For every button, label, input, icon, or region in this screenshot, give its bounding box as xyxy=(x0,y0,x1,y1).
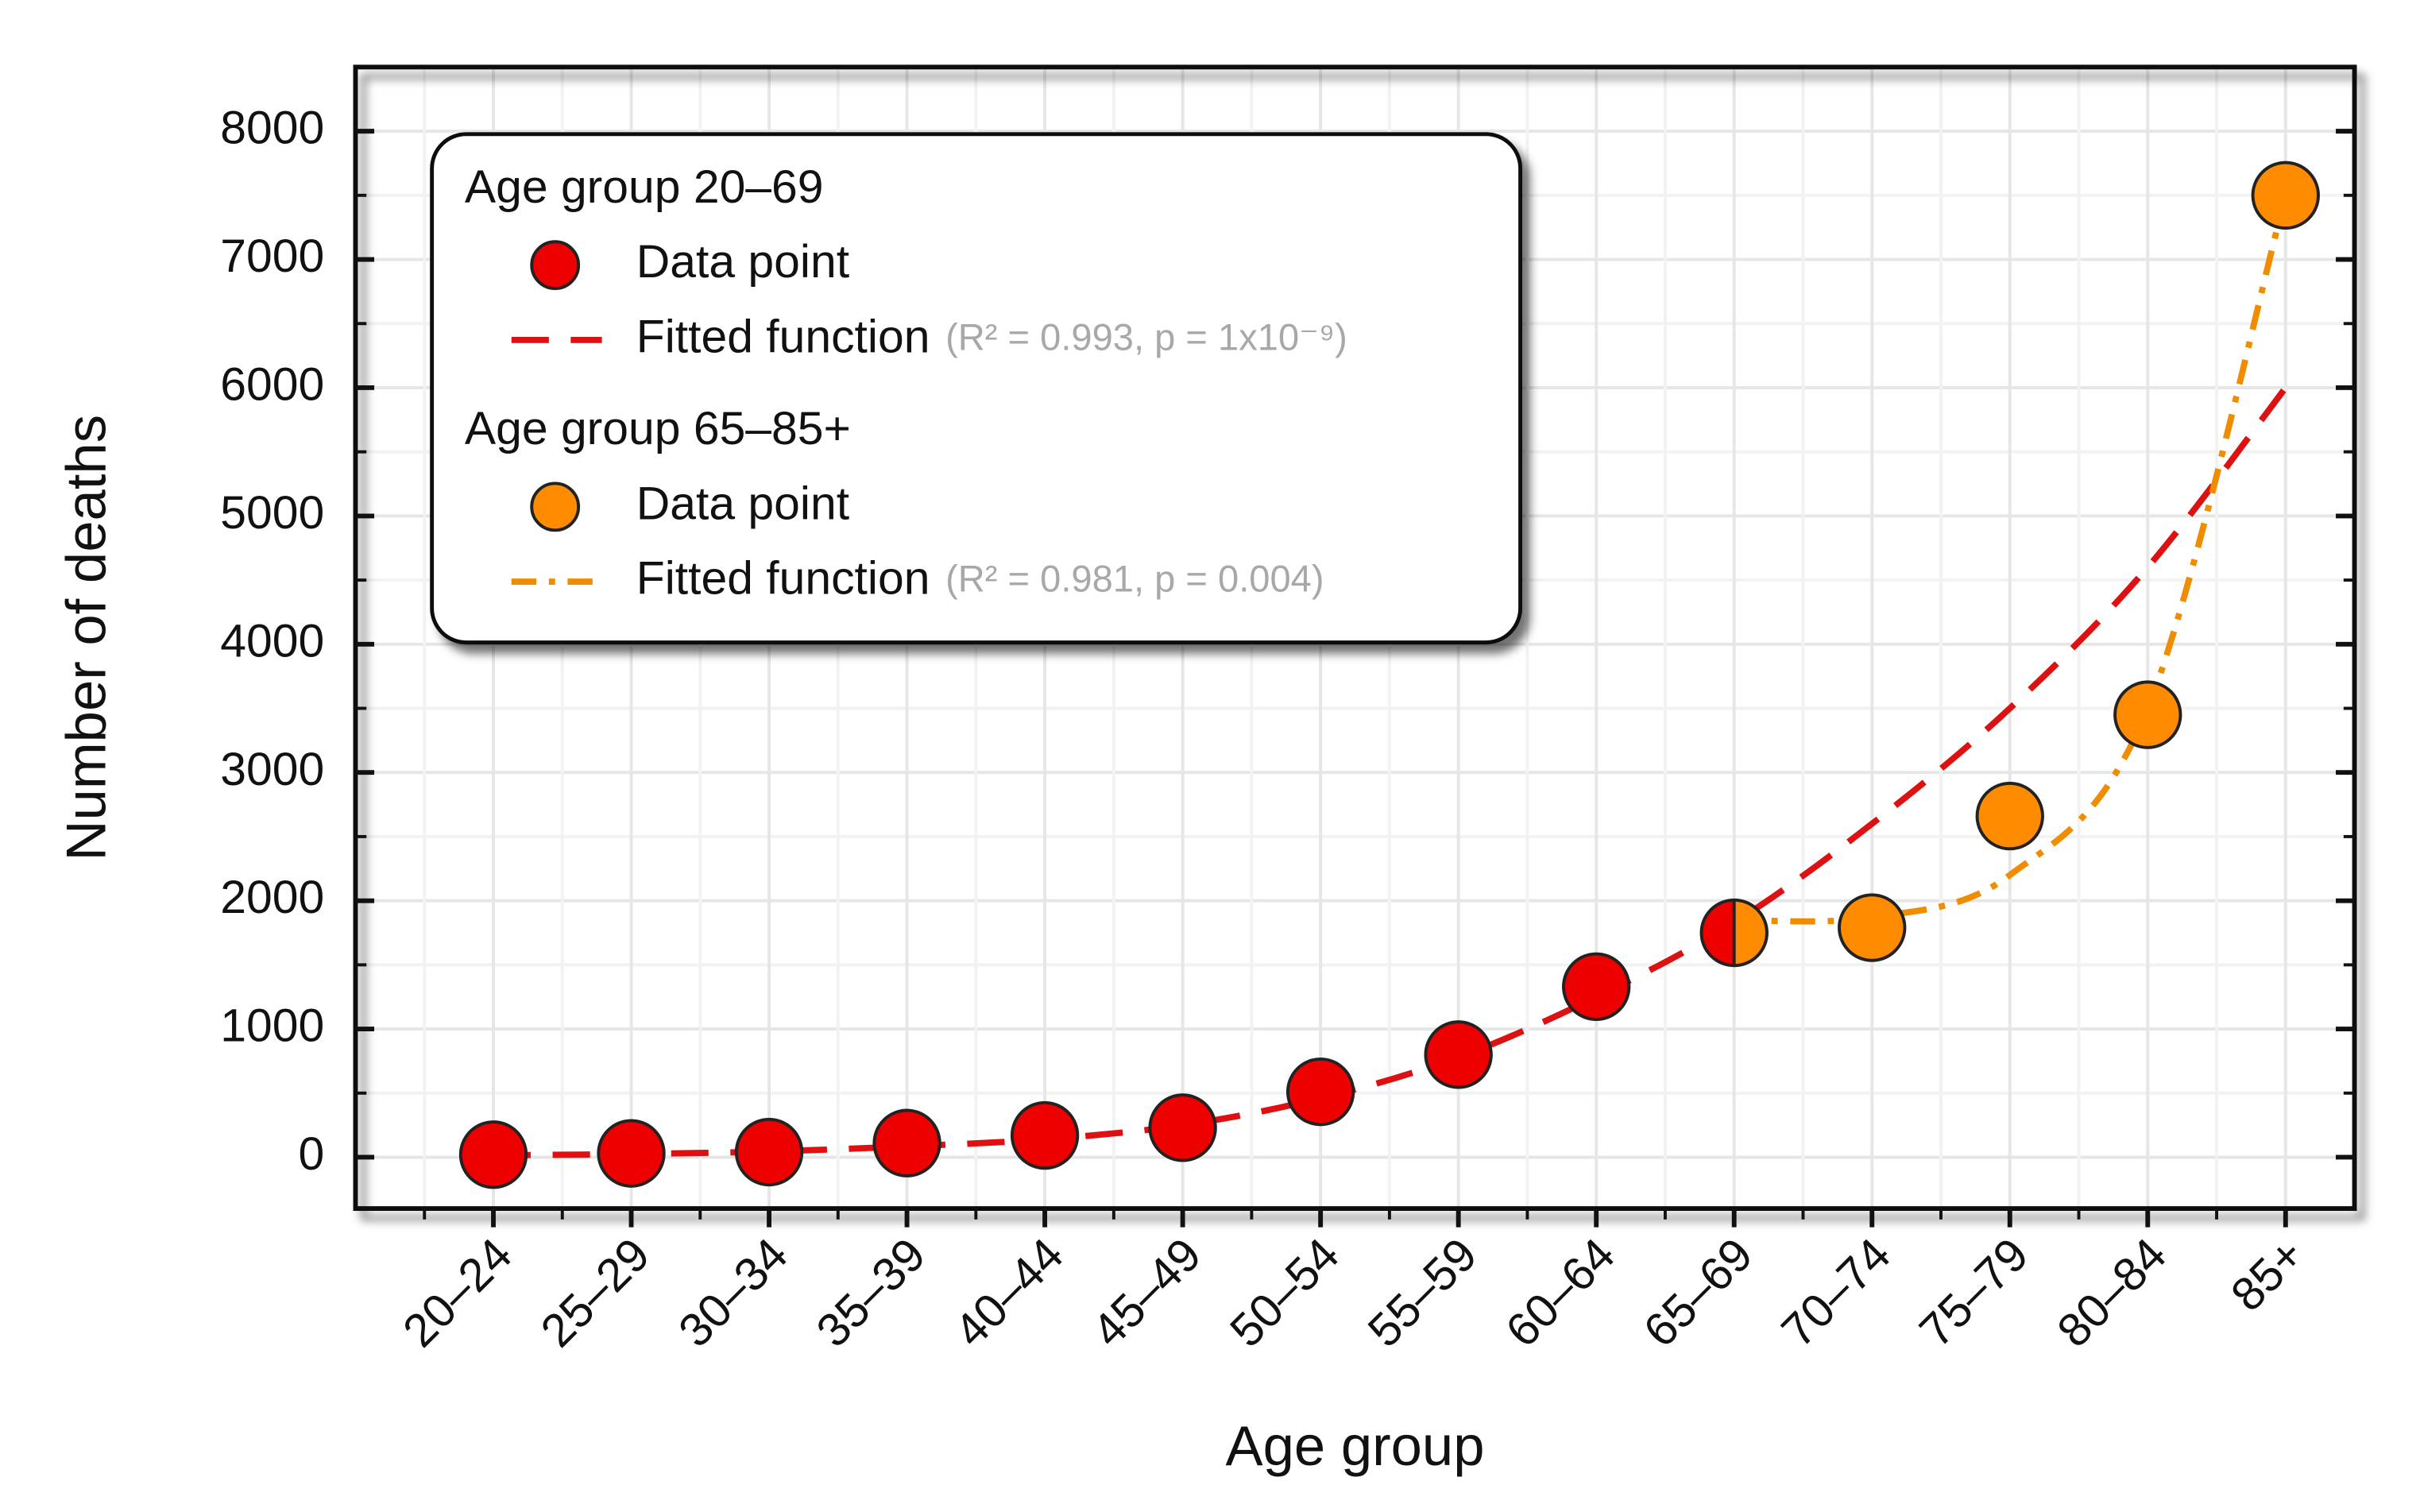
x-tick-label: 75–79 xyxy=(1910,1228,2039,1357)
x-tick-label: 80–84 xyxy=(2047,1228,2176,1357)
legend-note: (R² = 0.981, p = 0.004) xyxy=(945,558,1324,600)
x-tick-label: 20–24 xyxy=(393,1228,522,1357)
data-point xyxy=(1562,952,1631,1021)
legend: Age group 20–69 Data point Fitted function… xyxy=(430,132,1523,645)
y-tick-label: 4000 xyxy=(220,615,324,667)
data-point xyxy=(872,1108,941,1178)
legend-group-title: Age group 20–69 xyxy=(465,161,824,213)
x-tick-label: 85+ xyxy=(2221,1228,2314,1321)
x-tick-label: 50–54 xyxy=(1220,1228,1349,1357)
data-point xyxy=(1148,1093,1217,1162)
y-tick-label: 2000 xyxy=(220,872,324,923)
x-tick-label: 35–39 xyxy=(807,1228,936,1357)
y-tick-label: 5000 xyxy=(220,487,324,539)
legend-box xyxy=(430,132,1523,645)
data-point xyxy=(734,1117,804,1187)
y-axis-label: Number of deaths xyxy=(54,415,117,861)
legend-label: Data point xyxy=(636,236,849,288)
y-tick-label: 8000 xyxy=(220,102,324,154)
data-point xyxy=(1424,1020,1493,1089)
data-point xyxy=(1838,893,1907,962)
legend-marker xyxy=(530,481,581,532)
legend-label: Data point xyxy=(636,478,849,529)
x-tick-label: 45–49 xyxy=(1083,1228,1212,1357)
x-tick-label: 25–29 xyxy=(532,1228,660,1357)
data-point xyxy=(597,1119,666,1188)
x-tick-label: 30–34 xyxy=(669,1228,798,1357)
legend-group-title: Age group 65–85+ xyxy=(465,403,851,454)
y-tick-label: 0 xyxy=(298,1128,324,1180)
legend-label: Fitted function xyxy=(636,553,930,605)
plot-area xyxy=(458,160,2320,1189)
x-tick-label: 70–74 xyxy=(1772,1228,1900,1357)
y-tick-label: 6000 xyxy=(220,359,324,411)
legend-note: (R² = 0.993, p = 1x10⁻⁹) xyxy=(945,315,1347,358)
data-point xyxy=(1010,1100,1080,1170)
plot-frame xyxy=(353,64,2357,1211)
x-tick-label: 65–69 xyxy=(1634,1228,1763,1357)
data-point xyxy=(458,1120,528,1189)
y-tick-label: 1000 xyxy=(220,1000,324,1052)
data-point xyxy=(2113,680,2182,749)
data-point xyxy=(1732,898,1769,968)
data-point xyxy=(2251,160,2320,230)
x-axis-label: Age group xyxy=(1226,1414,1485,1477)
x-tick-label: 60–64 xyxy=(1496,1228,1625,1357)
legend-marker xyxy=(530,240,581,291)
x-tick-label: 40–44 xyxy=(945,1228,1073,1357)
x-tick-label: 55–59 xyxy=(1359,1228,1487,1357)
y-tick-label: 7000 xyxy=(220,230,324,282)
data-point xyxy=(1975,781,2044,851)
legend-label: Fitted function xyxy=(636,311,930,362)
data-point xyxy=(1285,1057,1355,1127)
y-tick-label: 3000 xyxy=(220,744,324,795)
